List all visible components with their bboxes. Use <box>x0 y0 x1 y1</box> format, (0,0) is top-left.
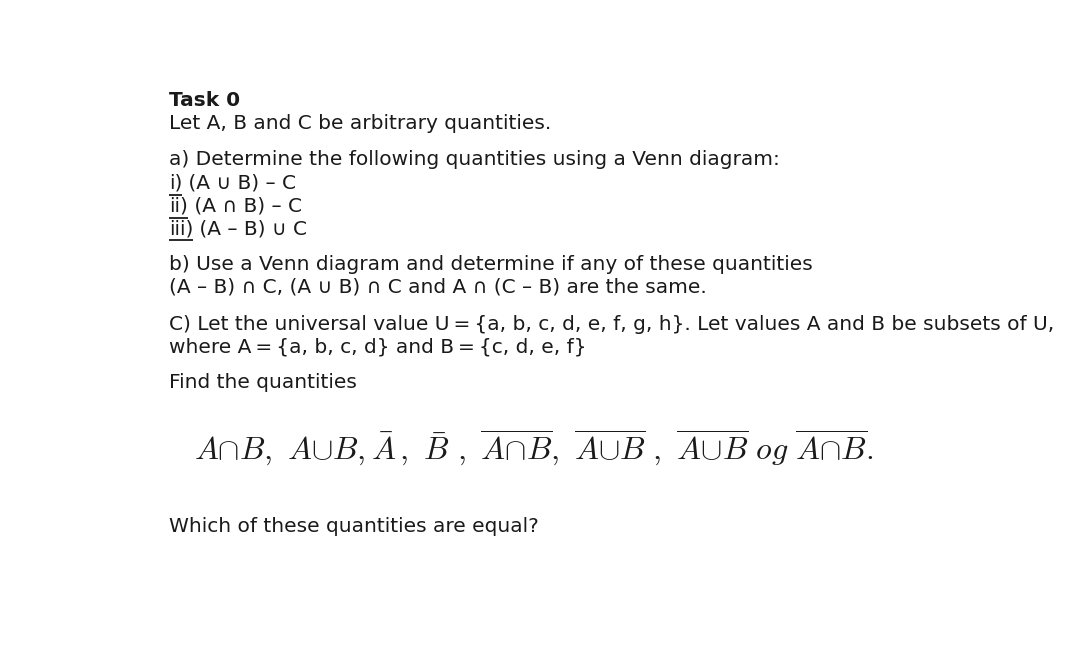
Text: (A ∪ B) – C: (A ∪ B) – C <box>182 174 296 193</box>
Text: (A ∩ B) – C: (A ∩ B) – C <box>188 197 302 215</box>
Text: i): i) <box>168 174 182 193</box>
Text: Find the quantities: Find the quantities <box>168 372 357 392</box>
Text: iii): iii) <box>168 219 193 238</box>
Text: Which of these quantities are equal?: Which of these quantities are equal? <box>168 517 538 536</box>
Text: (A – B) ∩ C, (A ∪ B) ∩ C and A ∩ (C – B) are the same.: (A – B) ∩ C, (A ∪ B) ∩ C and A ∩ (C – B)… <box>168 278 707 297</box>
Text: $A{\cap}B,\ A{\cup}B,\bar{A}\,,\ \bar{B}\ ,\ \overline{A{\cap}B},\ \overline{A{\: $A{\cap}B,\ A{\cup}B,\bar{A}\,,\ \bar{B}… <box>194 428 873 468</box>
Text: Let A, B and C be arbitrary quantities.: Let A, B and C be arbitrary quantities. <box>168 114 551 133</box>
Text: b) Use a Venn diagram and determine if any of these quantities: b) Use a Venn diagram and determine if a… <box>168 255 812 274</box>
Text: C) Let the universal value U = {a, b, c, d, e, f, g, h}. Let values A and B be s: C) Let the universal value U = {a, b, c,… <box>168 315 1054 334</box>
Text: where A = {a, b, c, d} and B = {c, d, e, f}: where A = {a, b, c, d} and B = {c, d, e,… <box>168 338 586 357</box>
Text: (A – B) ∪ C: (A – B) ∪ C <box>193 219 307 238</box>
Text: a) Determine the following quantities using a Venn diagram:: a) Determine the following quantities us… <box>168 150 779 168</box>
Text: ii): ii) <box>168 197 188 215</box>
Text: Task 0: Task 0 <box>168 91 240 110</box>
